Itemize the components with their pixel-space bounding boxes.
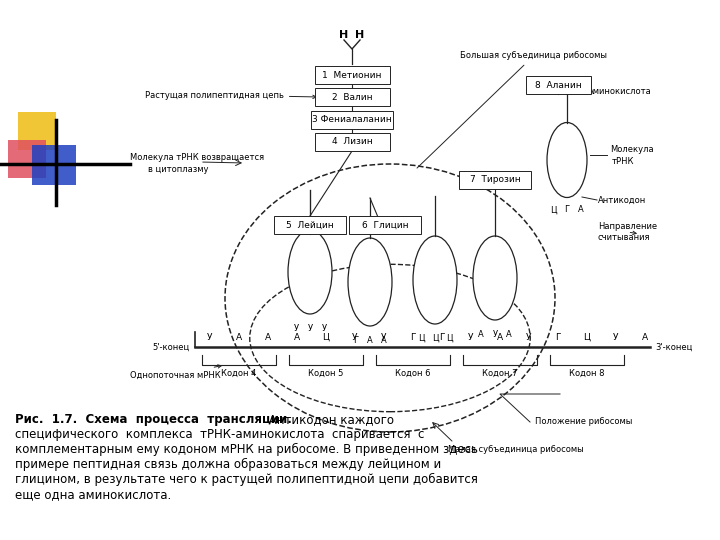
- Text: У: У: [526, 333, 532, 342]
- Text: Растущая полипептидная цепь: Растущая полипептидная цепь: [145, 91, 316, 99]
- Text: Ц: Ц: [446, 334, 452, 343]
- Text: А: А: [578, 206, 584, 214]
- Text: 3 Фениалаланин: 3 Фениалаланин: [312, 116, 392, 125]
- Text: Кодон 7: Кодон 7: [482, 369, 518, 378]
- Text: в цитоплазму: в цитоплазму: [148, 165, 209, 174]
- Text: 7  Тирозин: 7 Тирозин: [469, 176, 521, 185]
- Ellipse shape: [288, 230, 332, 314]
- Text: Кодон 5: Кодон 5: [308, 369, 343, 378]
- FancyBboxPatch shape: [274, 216, 346, 234]
- Text: 5  Лейцин: 5 Лейцин: [286, 220, 334, 230]
- Bar: [8, 140, 46, 178]
- Text: У: У: [492, 330, 498, 339]
- FancyBboxPatch shape: [315, 66, 390, 84]
- Text: Н: Н: [356, 30, 364, 40]
- Text: Кодон 8: Кодон 8: [570, 369, 605, 378]
- Text: 8  Аланин: 8 Аланин: [535, 80, 581, 90]
- Text: Молекула тРНК возвращается: Молекула тРНК возвращается: [130, 153, 264, 163]
- Text: А: А: [236, 333, 242, 342]
- Text: Ц: Ц: [583, 333, 590, 342]
- Text: Однопоточная мРНК: Однопоточная мРНК: [130, 365, 221, 380]
- Text: Большая субъединица рибосомы: Большая субъединица рибосомы: [417, 51, 607, 168]
- Text: А: А: [478, 330, 484, 339]
- Text: специфического  комплекса  тРНК-аминокислота  спаривается  с: специфического комплекса тРНК-аминокисло…: [15, 428, 424, 441]
- Text: 6  Глицин: 6 Глицин: [361, 220, 408, 230]
- Text: Направление
считывания: Направление считывания: [598, 222, 657, 242]
- Text: примере пептидная связь должна образоваться между лейцином и: примере пептидная связь должна образоват…: [15, 458, 441, 471]
- Text: Ц: Ц: [432, 334, 438, 343]
- Text: А: А: [265, 333, 271, 342]
- Text: У: У: [307, 324, 312, 333]
- Text: А: А: [367, 336, 373, 345]
- Text: комплементарным ему кодоном мРНК на рибосоме. В приведенном здесь: комплементарным ему кодоном мРНК на рибо…: [15, 443, 478, 456]
- FancyBboxPatch shape: [349, 216, 421, 234]
- Text: Кодон 6: Кодон 6: [395, 369, 431, 378]
- Ellipse shape: [473, 236, 517, 320]
- Bar: [32, 145, 76, 185]
- Text: А: А: [642, 333, 648, 342]
- Text: У: У: [207, 333, 212, 342]
- Text: А: А: [381, 336, 387, 345]
- Text: Ц: Ц: [418, 334, 424, 343]
- Text: Кодон 4: Кодон 4: [221, 369, 257, 378]
- Text: Г: Г: [410, 333, 415, 342]
- Text: А: А: [497, 333, 503, 342]
- Text: У: У: [382, 333, 387, 342]
- Text: У: У: [352, 333, 358, 342]
- Text: 3'-конец: 3'-конец: [655, 342, 693, 352]
- Text: Малая субъединица рибосомы: Малая субъединица рибосомы: [448, 446, 584, 455]
- Text: 5'-конец: 5'-конец: [153, 342, 190, 352]
- Text: Антикодон каждого: Антикодон каждого: [265, 413, 394, 426]
- Text: глицином, в результате чего к растущей полипептидной цепи добавится: глицином, в результате чего к растущей п…: [15, 473, 478, 486]
- Text: Н: Н: [339, 30, 348, 40]
- Text: Г: Г: [354, 336, 359, 345]
- Text: еще одна аминокислота.: еще одна аминокислота.: [15, 488, 171, 501]
- Text: Рис.  1.7.  Схема  процесса  трансляции.: Рис. 1.7. Схема процесса трансляции.: [15, 413, 292, 426]
- Text: Молекула: Молекула: [610, 145, 654, 154]
- Text: 4  Лизин: 4 Лизин: [332, 138, 372, 146]
- Bar: [18, 112, 56, 150]
- Text: Ц: Ц: [323, 333, 330, 342]
- Text: У: У: [294, 324, 299, 333]
- Ellipse shape: [348, 238, 392, 326]
- Ellipse shape: [547, 123, 587, 198]
- Text: У: У: [321, 324, 327, 333]
- Text: 2  Валин: 2 Валин: [332, 92, 372, 102]
- Text: Антикодон: Антикодон: [598, 195, 647, 205]
- Text: Г: Г: [564, 206, 570, 214]
- Text: А: А: [506, 330, 512, 339]
- Text: тРНК: тРНК: [612, 157, 634, 165]
- Text: Аминокислота: Аминокислота: [588, 87, 652, 97]
- Text: У: У: [613, 333, 618, 342]
- FancyBboxPatch shape: [315, 133, 390, 151]
- Text: Г: Г: [439, 333, 445, 342]
- FancyBboxPatch shape: [526, 76, 590, 94]
- Text: А: А: [294, 333, 300, 342]
- Ellipse shape: [413, 236, 457, 324]
- Text: 1  Метионин: 1 Метионин: [323, 71, 382, 79]
- Text: У: У: [468, 333, 474, 342]
- Text: Ц: Ц: [549, 206, 557, 214]
- FancyBboxPatch shape: [311, 111, 393, 129]
- FancyBboxPatch shape: [459, 171, 531, 189]
- Text: Положение рибосомы: Положение рибосомы: [535, 417, 632, 427]
- FancyBboxPatch shape: [315, 88, 390, 106]
- Text: Г: Г: [555, 333, 561, 342]
